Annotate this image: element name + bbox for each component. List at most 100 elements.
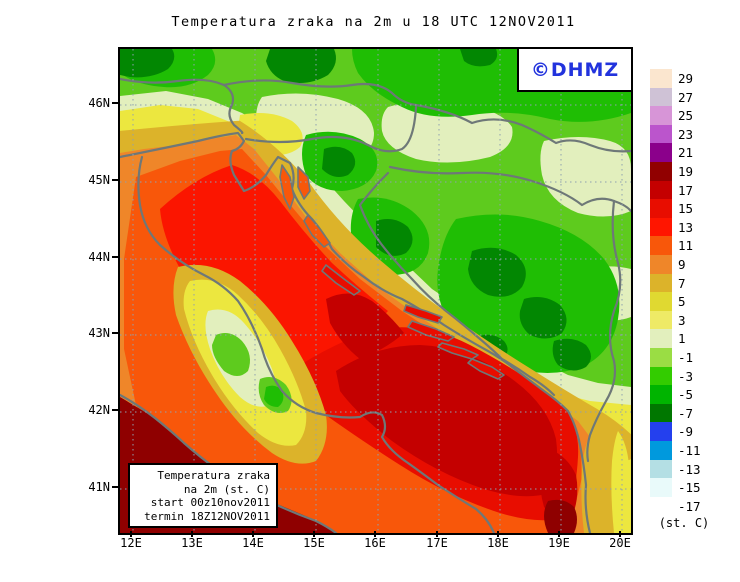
legend-value: 27 bbox=[678, 89, 694, 105]
y-axis-tick bbox=[112, 256, 119, 258]
legend-value: 23 bbox=[678, 126, 694, 142]
legend-value: -5 bbox=[678, 387, 694, 403]
legend-unit-label: (st. C) bbox=[658, 516, 710, 530]
run-info-line: start 00z10nov2011 bbox=[150, 496, 270, 509]
legend-value: -11 bbox=[678, 443, 701, 458]
legend-swatch bbox=[650, 255, 672, 274]
x-axis-label: 19E bbox=[548, 536, 570, 550]
border-slovenia-croatia bbox=[244, 105, 418, 153]
legend-value: 25 bbox=[678, 108, 694, 124]
temp-core-dark-red bbox=[326, 293, 404, 359]
y-axis-tick bbox=[112, 486, 119, 488]
legend-swatch bbox=[650, 422, 672, 441]
temp-core-dark-red bbox=[539, 449, 578, 518]
temp-patch-bright-green bbox=[264, 385, 284, 407]
x-axis-tick bbox=[374, 531, 376, 537]
y-axis-label: 42N bbox=[88, 403, 110, 417]
legend-value: 13 bbox=[678, 219, 694, 235]
legend-swatch bbox=[650, 441, 672, 460]
legend-swatch bbox=[650, 236, 672, 255]
legend-value: 29 bbox=[678, 71, 694, 86]
coastline-east-adriatic bbox=[120, 131, 592, 533]
island bbox=[297, 166, 311, 200]
legend-swatch bbox=[650, 69, 672, 88]
run-info-line: Temperatura zraka bbox=[157, 469, 270, 482]
temp-band-gold-coastal bbox=[120, 120, 631, 461]
legend-swatch bbox=[650, 366, 672, 386]
dhmz-watermark-label: ©DHMZ bbox=[530, 58, 620, 81]
y-axis-tick bbox=[112, 332, 119, 334]
y-axis-label: 45N bbox=[88, 173, 110, 187]
legend-swatch bbox=[650, 496, 672, 516]
map-canvas: ©DHMZ Temperatura zraka na 2m (st. C) st… bbox=[118, 47, 633, 535]
x-axis-tick bbox=[130, 531, 132, 537]
x-axis-tick bbox=[252, 531, 254, 537]
legend-value: -7 bbox=[678, 405, 694, 421]
x-axis-tick bbox=[558, 531, 560, 537]
legend-swatch bbox=[650, 385, 672, 404]
legend-swatch bbox=[650, 403, 672, 423]
legend-value: 1 bbox=[678, 331, 686, 347]
legend-value: 17 bbox=[678, 182, 694, 198]
x-axis-tick bbox=[619, 531, 621, 537]
legend-value: -3 bbox=[678, 368, 694, 384]
map-title: Temperatura zraka na 2m u 18 UTC 12NOV20… bbox=[171, 14, 576, 30]
border-north-alps bbox=[120, 77, 244, 135]
x-axis-label: 14E bbox=[242, 536, 264, 550]
legend-swatch bbox=[650, 87, 672, 107]
legend-value: -1 bbox=[678, 350, 694, 365]
border-bosnia-east bbox=[586, 199, 622, 463]
temp-core-dark-red-south-adriatic bbox=[336, 345, 558, 497]
legend-value: -17 bbox=[678, 498, 701, 514]
borders-group bbox=[120, 77, 631, 463]
y-axis-tick bbox=[112, 409, 119, 411]
island bbox=[407, 320, 455, 342]
x-axis-label: 13E bbox=[181, 536, 203, 550]
y-axis-label: 46N bbox=[88, 96, 110, 110]
x-axis-tick bbox=[191, 531, 193, 537]
temp-patch-dark-green bbox=[519, 297, 567, 339]
legend-swatch bbox=[650, 478, 672, 497]
run-info-line: na 2m (st. C) bbox=[183, 482, 270, 496]
legend-swatch bbox=[650, 310, 672, 330]
island bbox=[403, 304, 443, 324]
legend-swatch bbox=[650, 180, 672, 200]
x-axis-tick bbox=[497, 531, 499, 537]
legend-value: 3 bbox=[678, 312, 686, 328]
legend-value: 11 bbox=[678, 238, 694, 254]
y-axis-tick bbox=[112, 102, 119, 104]
x-axis-label: 20E bbox=[609, 536, 631, 550]
legend-swatch bbox=[650, 459, 672, 479]
y-axis-tick bbox=[112, 179, 119, 181]
temp-patch-dark-green bbox=[120, 49, 175, 78]
islands-group bbox=[279, 164, 505, 380]
legend-value: 19 bbox=[678, 164, 694, 179]
legend-swatch bbox=[650, 143, 672, 162]
legend-swatch bbox=[650, 124, 672, 144]
coastline-italy bbox=[137, 155, 496, 533]
legend-swatch bbox=[650, 292, 672, 311]
legend-swatch bbox=[650, 217, 672, 237]
run-info-line: termin 18Z12NOV2011 bbox=[144, 509, 270, 523]
island bbox=[467, 358, 505, 380]
temp-patch-dark-green bbox=[322, 146, 356, 177]
legend-swatch bbox=[650, 106, 672, 125]
legend-value: 21 bbox=[678, 145, 694, 161]
grid-lines bbox=[120, 49, 631, 533]
temp-patch-yellow-southeast bbox=[611, 431, 629, 533]
x-axis-label: 12E bbox=[120, 536, 142, 550]
y-axis-label: 44N bbox=[88, 250, 110, 264]
legend-value: -15 bbox=[678, 480, 701, 496]
temp-core-maroon bbox=[544, 499, 577, 533]
legend-value: 15 bbox=[678, 201, 694, 217]
legend-value: -9 bbox=[678, 424, 694, 440]
run-info-box: Temperatura zraka na 2m (st. C) start 00… bbox=[128, 463, 278, 528]
legend-swatch bbox=[650, 348, 672, 367]
temp-patch-dark-green bbox=[266, 49, 336, 83]
temperature-map-svg bbox=[120, 49, 631, 533]
island bbox=[303, 214, 331, 248]
legend-value: 7 bbox=[678, 275, 686, 291]
temp-patch-dark-green bbox=[552, 338, 591, 371]
temp-core-red-north-adriatic bbox=[160, 165, 388, 383]
